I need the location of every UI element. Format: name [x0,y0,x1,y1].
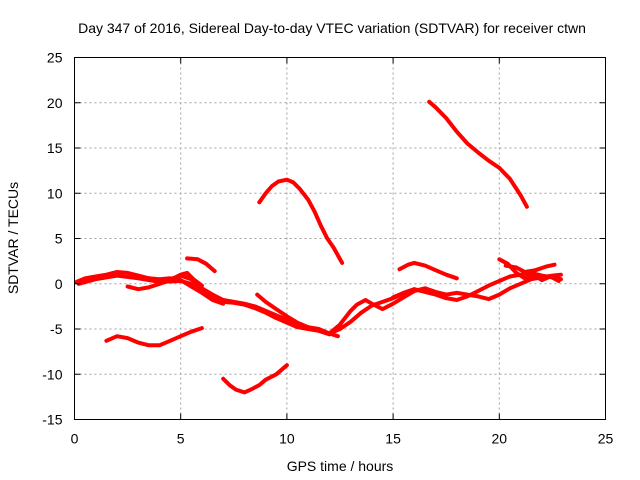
x-tick-label: 0 [71,431,79,447]
series-track-12 [397,260,459,281]
series-track-8 [257,177,345,265]
y-tick-label: -10 [42,366,62,382]
chart-title: Day 347 of 2016, Sidereal Day-to-day VTE… [78,20,586,36]
y-tick-label: -5 [50,321,63,337]
y-tick-label: 15 [47,140,63,156]
x-tick-label: 20 [492,431,508,447]
series-group [74,99,563,395]
series-track-13 [427,99,529,209]
series-track-4 [125,270,204,292]
y-tick-label: 0 [55,276,63,292]
series-track-15 [503,262,557,274]
series-track-5 [185,256,217,274]
y-tick-label: 25 [47,50,63,66]
y-tick-label: 20 [47,95,63,111]
series-track-10 [327,272,563,336]
x-tick-label: 25 [598,431,614,447]
series-track-2 [76,273,332,337]
x-axis-label: GPS time / hours [287,458,394,474]
x-tick-label: 15 [385,431,401,447]
y-axis-label: SDTVAR / TECUs [5,182,21,294]
series-track-3 [136,274,226,306]
grid [74,57,606,420]
x-tick-label: 10 [279,431,295,447]
y-tick-label: -15 [42,412,62,428]
y-tick-label: 10 [47,185,63,201]
axis-ticks: 0 5 10 15 20 25 -15 -10 -5 0 5 10 15 20 25 [42,50,613,447]
series-track-6 [104,326,204,348]
x-tick-label: 5 [177,431,185,447]
y-tick-label: 5 [55,231,63,247]
series-track-7 [221,363,289,395]
